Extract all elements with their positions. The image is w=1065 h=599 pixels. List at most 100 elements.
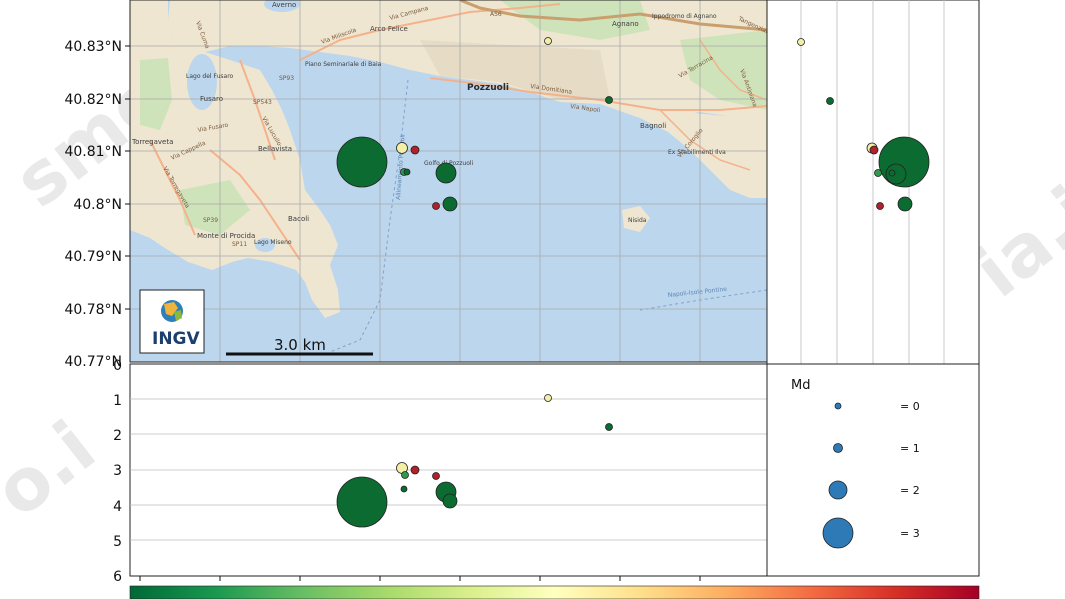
lago-miseno bbox=[255, 238, 275, 252]
map-label-bacoli: Bacoli bbox=[288, 215, 309, 223]
legend-marker-md2 bbox=[828, 480, 848, 500]
depth-tick-label: 4 bbox=[113, 499, 122, 515]
lat-tick-label: 40.81°N bbox=[64, 144, 122, 160]
lago-averno bbox=[264, 0, 300, 12]
logo-text: INGV bbox=[152, 329, 201, 349]
legend-label-md2: = 2 bbox=[900, 484, 920, 497]
map-label-arco-felice: Arco Felice bbox=[370, 25, 408, 33]
road bbox=[239, 59, 276, 161]
east-land bbox=[600, 104, 767, 198]
map-label-averno: Averno bbox=[272, 1, 296, 9]
lat-tick-label: 40.83°N bbox=[64, 39, 122, 55]
depth-event-marker[interactable] bbox=[442, 493, 458, 509]
road bbox=[699, 39, 767, 101]
lat-tick-label: 40.8°N bbox=[73, 197, 122, 213]
map-label-ilva: Ex Stabilimenti Ilva bbox=[668, 149, 726, 156]
depth-tick-label: 6 bbox=[113, 569, 122, 585]
map-label-agnano: Agnano bbox=[612, 20, 639, 28]
latitude-axis: 40.83°N 40.82°N 40.81°N 40.8°N 40.79°N 4… bbox=[64, 39, 130, 370]
depth-event-marker[interactable] bbox=[605, 423, 613, 431]
map-label-torregaveta: Torregaveta bbox=[131, 138, 173, 146]
side-event-marker[interactable] bbox=[876, 202, 884, 210]
road-label: Via Napoli bbox=[570, 103, 601, 114]
map-grid bbox=[130, 0, 767, 362]
map-label-nisida: Nisida bbox=[628, 217, 647, 224]
epicenter-marker[interactable] bbox=[605, 96, 613, 104]
depth-latitude-section bbox=[766, 0, 980, 365]
road-label: SP11 bbox=[232, 241, 247, 248]
ingv-logo: INGV bbox=[139, 289, 205, 354]
lat-tick-label: 40.82°N bbox=[64, 92, 122, 108]
lat-tick-label: 40.78°N bbox=[64, 302, 122, 318]
side-event-marker[interactable] bbox=[869, 145, 879, 155]
road-label: SP93 bbox=[279, 75, 294, 82]
depth-event-marker[interactable] bbox=[401, 471, 409, 479]
legend-label-md3: = 3 bbox=[900, 527, 920, 540]
side-event-markers bbox=[797, 38, 930, 212]
map-label-lago-miseno: Lago Miseno bbox=[254, 239, 292, 246]
road-label: A56 bbox=[490, 11, 502, 18]
side-event-marker[interactable] bbox=[826, 97, 834, 105]
depth-event-marker[interactable] bbox=[432, 472, 440, 480]
map-label-piano-baia: Piano Seminariale di Baia bbox=[305, 61, 382, 68]
west-peninsula bbox=[130, 0, 340, 318]
depth-tick-label: 1 bbox=[113, 393, 122, 409]
epicenter-marker[interactable] bbox=[403, 168, 411, 176]
map-label-pozzuoli: Pozzuoli bbox=[467, 83, 509, 93]
depth-event-marker[interactable] bbox=[410, 465, 420, 475]
sea-lane-label: Allineamento Pozzuoli bbox=[395, 134, 407, 200]
green-area bbox=[140, 58, 172, 130]
globe-icon-land bbox=[174, 310, 182, 321]
legend-marker-md0 bbox=[834, 402, 842, 410]
map-label-fusaro: Fusaro bbox=[200, 95, 223, 103]
urban-area bbox=[420, 40, 610, 100]
scale-bar-label: 3.0 km bbox=[274, 336, 326, 354]
depth-event-markers bbox=[336, 394, 613, 528]
epicenter-marker[interactable] bbox=[544, 37, 552, 45]
epicenter-markers bbox=[336, 37, 613, 212]
lat-tick-label: 40.79°N bbox=[64, 249, 122, 265]
road-label: SP543 bbox=[253, 99, 272, 106]
side-event-marker[interactable] bbox=[878, 136, 930, 188]
road bbox=[429, 77, 767, 111]
map-label-bagnoli: Bagnoli bbox=[640, 122, 666, 130]
depth-tick-label: 0 bbox=[113, 358, 122, 374]
scale-bar: 3.0 km bbox=[226, 336, 373, 356]
epicenter-marker[interactable] bbox=[442, 196, 458, 212]
map-label-bellavista: Bellavista bbox=[258, 145, 292, 153]
epicenter-marker[interactable] bbox=[336, 136, 388, 188]
legend-title: Md bbox=[791, 378, 810, 393]
road-label: SP39 bbox=[203, 217, 218, 224]
road bbox=[209, 149, 301, 261]
side-event-marker[interactable] bbox=[797, 38, 805, 46]
depth-event-marker[interactable] bbox=[400, 485, 408, 493]
road bbox=[299, 3, 561, 61]
nisida-island bbox=[622, 206, 650, 232]
depth-longitude-section: 0 1 2 3 4 5 6 bbox=[113, 358, 768, 585]
map-label-monte-procida: Monte di Procida bbox=[197, 232, 255, 240]
epicenter-marker[interactable] bbox=[435, 162, 457, 184]
side-event-marker[interactable] bbox=[897, 196, 913, 212]
lago-fusaro bbox=[187, 54, 217, 110]
road bbox=[659, 109, 751, 171]
side-event-marker[interactable] bbox=[885, 163, 907, 185]
map-label-ippodromo: Ippodromo di Agnano bbox=[652, 13, 717, 20]
side-event-marker[interactable] bbox=[874, 169, 882, 177]
depth-tick-label: 3 bbox=[113, 463, 122, 479]
legend-label-md1: = 1 bbox=[900, 442, 920, 455]
depth-event-marker[interactable] bbox=[336, 476, 388, 528]
depth-tick-label: 2 bbox=[113, 428, 122, 444]
epicenter-marker[interactable] bbox=[396, 142, 408, 154]
lat-tick-label: 40.77°N bbox=[64, 354, 122, 370]
epicenter-marker[interactable] bbox=[410, 145, 420, 155]
magnitude-legend: Md = 0 = 1 = 2 = 3 bbox=[766, 363, 980, 577]
legend-marker-md1 bbox=[833, 443, 843, 453]
green-area bbox=[680, 30, 767, 110]
legend-marker-md3 bbox=[822, 517, 854, 549]
road bbox=[149, 139, 196, 236]
epicenter-map[interactable]: Averno Arco Felice Agnano Ippodromo di A… bbox=[129, 0, 772, 363]
depth-event-marker[interactable] bbox=[544, 394, 552, 402]
epicenter-marker[interactable] bbox=[432, 202, 440, 210]
side-event-marker[interactable] bbox=[888, 169, 896, 177]
